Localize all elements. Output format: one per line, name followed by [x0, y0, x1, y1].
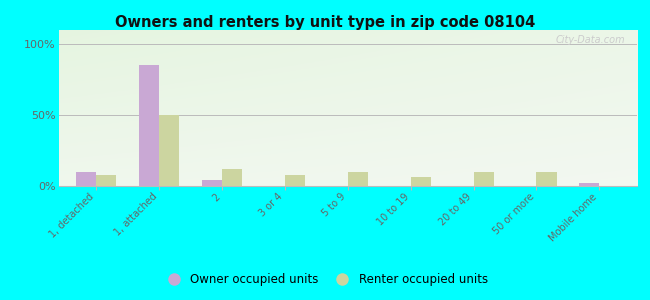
- Bar: [411, 178, 431, 186]
- Bar: [96, 175, 116, 186]
- Bar: [473, 172, 493, 186]
- Bar: [222, 169, 242, 186]
- Bar: [536, 172, 556, 186]
- Bar: [348, 172, 368, 186]
- Bar: [76, 172, 96, 186]
- Legend: Owner occupied units, Renter occupied units: Owner occupied units, Renter occupied un…: [157, 269, 493, 291]
- Bar: [202, 180, 222, 186]
- Bar: [579, 183, 599, 186]
- Bar: [285, 175, 305, 186]
- Bar: [159, 115, 179, 186]
- Text: City-Data.com: City-Data.com: [556, 35, 625, 45]
- Bar: [139, 65, 159, 186]
- Text: Owners and renters by unit type in zip code 08104: Owners and renters by unit type in zip c…: [115, 15, 535, 30]
